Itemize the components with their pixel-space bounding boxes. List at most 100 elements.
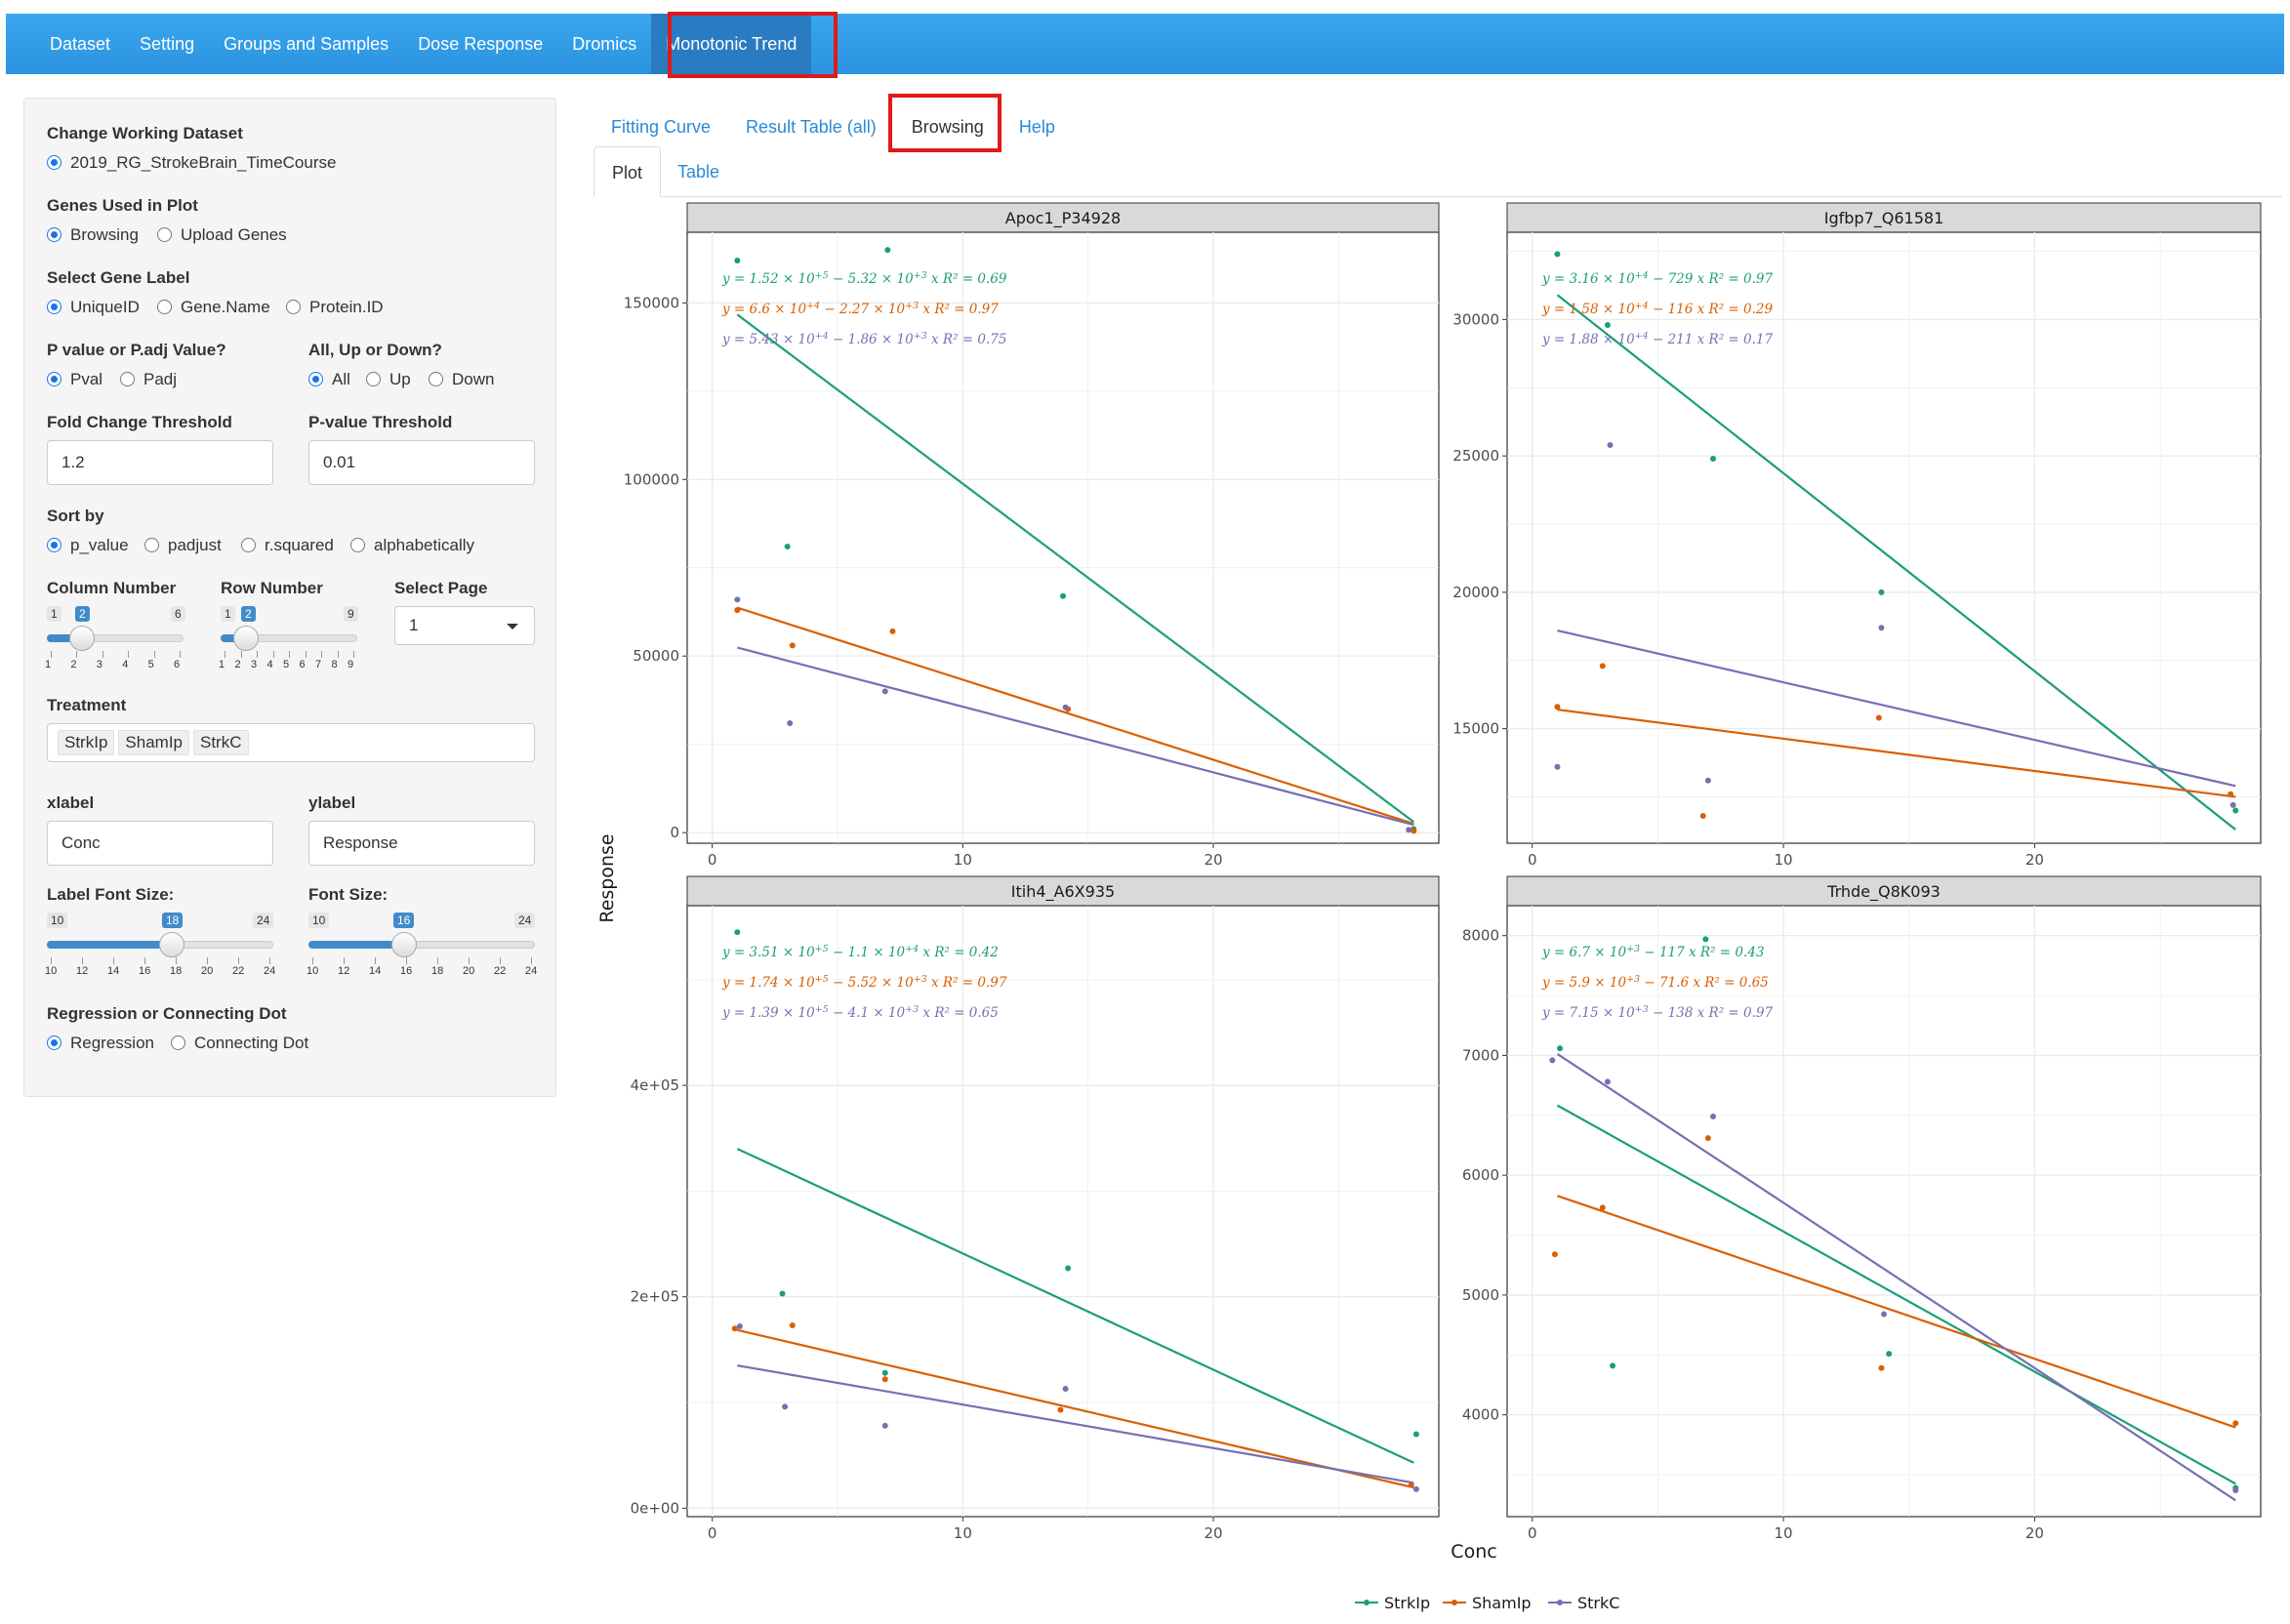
slider-tick-label: 10 [45,965,58,977]
slider-tick-label: 5 [283,659,290,670]
data-point-strkc [881,1422,888,1429]
data-point-strkc [2232,1486,2239,1493]
slider-tick-mark [437,957,438,964]
x-tick-label: 20 [2025,1524,2044,1542]
slider-tick-mark [113,957,114,964]
treatment-chip[interactable]: StrkC [193,730,249,755]
fc-threshold-input[interactable]: 1.2 [47,440,273,485]
slider-tick-label: 22 [232,965,245,977]
tab-browsing[interactable]: Browsing [911,117,984,137]
radio-gene-name[interactable] [157,300,172,314]
data-point-strkip [734,257,741,264]
slider-tick-mark [51,957,52,964]
pval-threshold-label: P-value Threshold [308,413,453,431]
column-slider-handle[interactable] [69,626,95,651]
fc-threshold-label: Fold Change Threshold [47,413,232,431]
xlabel-input[interactable]: Conc [47,821,273,866]
font-size-slider-fill [308,941,404,949]
plot-container: Apoc1_P34928 0 50000 100000 150000 0 10 20 y = 1… [593,199,2282,1624]
x-tick-label: 0 [708,1524,717,1542]
row-slider-handle[interactable] [233,626,259,651]
select-page-dropdown[interactable]: 1 [394,606,535,645]
nav-dose-response[interactable]: Dose Response [418,33,544,54]
x-axis-title: Conc [1451,1541,1496,1563]
nav-monotonic-trend[interactable]: Monotonic Trend [651,14,812,74]
main-tabs: Fitting Curve Result Table (all) Browsin… [593,105,1073,148]
label-font-size-label: Label Font Size: [47,885,175,904]
slider-tick-mark [257,651,258,658]
label-font-slider-handle[interactable] [159,932,184,957]
slider-tick-label: 12 [76,965,89,977]
slider-tick-label: 6 [299,659,306,670]
subtab-table[interactable]: Table [677,162,720,182]
column-max-badge: 6 [171,606,185,622]
data-point-shamip [789,1321,796,1328]
data-point-strkc [1406,827,1412,833]
radio-padj[interactable] [120,372,135,386]
slider-tick-mark [406,957,407,964]
nav-dromics[interactable]: Dromics [572,33,637,54]
treatment-chip[interactable]: ShamIp [118,730,189,755]
radio-upload-genes[interactable] [157,227,172,242]
treatment-chip[interactable]: StrkIp [58,730,115,755]
tab-result-table-all[interactable]: Result Table (all) [746,117,877,137]
data-point-strkip [1710,455,1717,462]
data-point-strkc [1412,1485,1419,1492]
slider-tick-label: 22 [494,965,507,977]
subtab-plot[interactable]: Plot [593,146,662,197]
radio-r-squared[interactable] [241,538,256,552]
font-size-slider-handle[interactable] [391,932,417,957]
regression-equation: y = 1.39 × 10+5 − 4.1 × 10+3 x R² = 0.65 [721,1004,999,1022]
slider-tick-mark [312,957,313,964]
slider-tick-mark [240,651,242,658]
radio-padjust[interactable] [144,538,159,552]
radio-protein-id[interactable] [286,300,301,314]
data-point-shamip [1704,1135,1711,1142]
data-point-strkip [779,1290,786,1297]
slider-tick-mark [469,957,470,964]
radio-up[interactable] [366,372,381,386]
radio-p-value[interactable] [47,538,61,552]
radio-pval[interactable] [47,372,61,386]
regression-equation: y = 6.7 × 10+3 − 117 x R² = 0.43 [1541,944,1764,961]
working-dataset-label: Change Working Dataset [47,124,243,142]
regression-line-strkip [736,1148,1414,1464]
x-tick-label: 10 [1775,851,1793,869]
data-point-strkip [734,929,741,936]
data-point-shamip [1875,714,1882,721]
data-point-strkip [1604,322,1611,329]
radio-uniqueid[interactable] [47,300,61,314]
data-point-strkip [1702,936,1709,943]
tab-fitting-curve[interactable]: Fitting Curve [611,117,712,137]
nav-setting[interactable]: Setting [140,33,195,54]
data-point-strkip [1060,592,1066,599]
radio-all[interactable] [308,372,323,386]
pval-option-label: Pval [70,370,103,388]
radio-down[interactable] [429,372,443,386]
slider-tick-mark [153,651,155,658]
ylabel-input[interactable]: Response [308,821,535,866]
x-tick-label: 0 [1528,1524,1537,1542]
chart-panel: Igfbp7_Q61581 15000 20000 25000 30000 0 10 20 y … [1452,202,2262,869]
sidebar-panel: Change Working Dataset 2019_RG_StrokeBra… [23,98,556,1097]
slider-tick-mark [337,651,339,658]
y-tick-label: 20000 [1452,584,1499,601]
radio-connecting-dot[interactable] [171,1035,185,1050]
treatment-selectize[interactable]: StrkIp ShamIp StrkC [47,723,535,762]
nav-dataset[interactable]: Dataset [50,33,111,54]
data-point-strkc [787,719,794,726]
radio-alphabetically[interactable] [350,538,365,552]
regression-line-strkip [736,313,1414,824]
slider-tick-label: 7 [315,659,322,670]
data-point-shamip [889,628,896,634]
radio-dataset[interactable] [47,155,61,170]
pval-threshold-input[interactable]: 0.01 [308,440,535,485]
gene-label-label: Select Gene Label [47,268,190,287]
nav-groups-and-samples[interactable]: Groups and Samples [224,33,389,54]
connecting-dot-option-label: Connecting Dot [194,1034,309,1052]
y-tick-label: 50000 [633,647,679,665]
radio-browsing[interactable] [47,227,61,242]
tab-help[interactable]: Help [1018,117,1055,137]
panel-background [686,905,1440,1518]
radio-regression[interactable] [47,1035,61,1050]
